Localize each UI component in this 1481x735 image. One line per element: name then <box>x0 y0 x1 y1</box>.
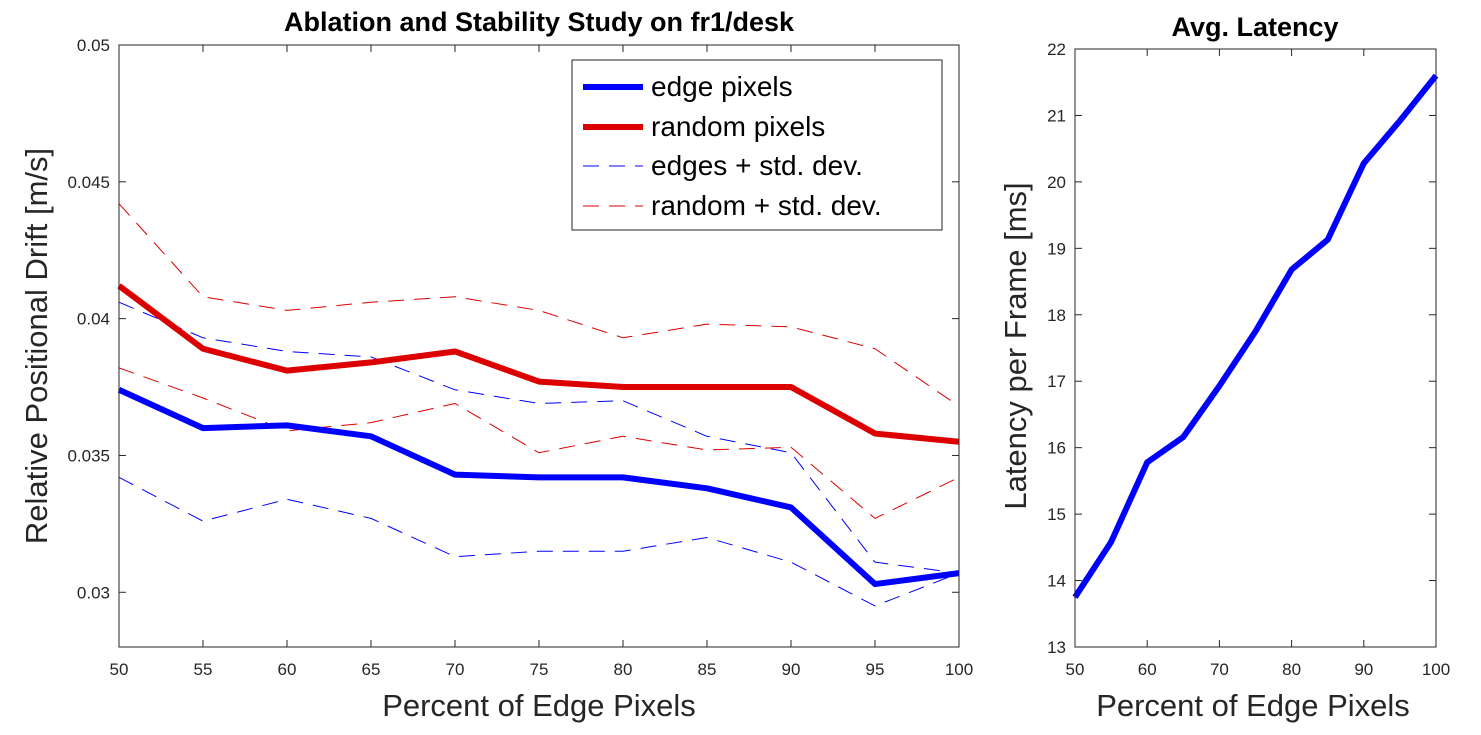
x-tick-label: 50 <box>1066 660 1085 679</box>
chart-title: Avg. Latency <box>1171 12 1338 42</box>
series-line-random-std-dev- <box>118 203 960 407</box>
y-tick-label: 18 <box>1047 306 1066 325</box>
x-tick-label: 80 <box>1282 660 1301 679</box>
y-tick-label: 15 <box>1047 505 1066 524</box>
y-tick-label: 0.05 <box>77 36 110 55</box>
y-tick-label: 21 <box>1047 106 1066 125</box>
latency-series-group <box>1072 73 1439 599</box>
x-tick-labels: 50 60 70 80 90 100 <box>1066 660 1451 679</box>
plot-frame <box>1074 48 1437 648</box>
x-tick-label: 100 <box>945 660 973 679</box>
x-tick-label: 100 <box>1422 660 1450 679</box>
y-tick-label: 13 <box>1047 638 1066 657</box>
x-tick-label: 60 <box>278 660 297 679</box>
x-tick-label: 60 <box>1138 660 1157 679</box>
x-tick-label: 85 <box>698 660 717 679</box>
series-line-edge-pixels <box>117 387 960 588</box>
x-tick-label: 55 <box>194 660 213 679</box>
legend: edge pixels random pixels edges + std. d… <box>571 59 943 231</box>
legend-label-edge-pixels: edge pixels <box>651 71 793 102</box>
x-tick-labels: 50 55 60 65 70 75 80 85 90 95 100 <box>110 660 974 679</box>
x-tick-label: 70 <box>446 660 465 679</box>
legend-label-random-pixels: random pixels <box>651 111 825 142</box>
x-tick-label: 90 <box>1354 660 1373 679</box>
drift-chart: 50 55 60 65 70 75 80 85 90 95 100 0.030.0350.040.0… <box>19 7 973 723</box>
y-tick-label: 0.04 <box>77 310 110 329</box>
y-axis-label: Relative Positional Drift [m/s] <box>19 148 54 544</box>
series-line-random-pixels <box>117 283 960 445</box>
y-tick-label: 16 <box>1047 439 1066 458</box>
x-tick-label: 65 <box>362 660 381 679</box>
x-axis-label: Percent of Edge Pixels <box>1096 688 1410 723</box>
y-tick-label: 19 <box>1047 239 1066 258</box>
chart-title: Ablation and Stability Study on fr1/desk <box>284 7 795 37</box>
y-tick-label: 0.035 <box>67 446 110 465</box>
series-line-edges-std-dev- <box>118 301 960 574</box>
x-tick-label: 70 <box>1210 660 1229 679</box>
y-tick-label: 20 <box>1047 173 1066 192</box>
y-tick-labels: 0.03 0.035 0.04 0.045 0.05 <box>67 36 110 602</box>
y-tick-labels: 13 14 15 16 17 18 19 20 21 22 <box>1047 40 1066 657</box>
y-tick-label: 14 <box>1047 572 1066 591</box>
y-tick-label: 22 <box>1047 40 1066 59</box>
x-tick-label: 90 <box>782 660 801 679</box>
drift-series-group <box>117 203 960 607</box>
series-line-std-dev-lower-5 <box>118 367 960 519</box>
x-tick-label: 95 <box>866 660 885 679</box>
legend-label-edges-std: edges + std. dev. <box>651 150 863 181</box>
series-line-latency <box>1072 73 1439 599</box>
y-axis-label: Latency per Frame [ms] <box>998 182 1033 509</box>
series-line-std-dev-lower-3 <box>118 476 960 607</box>
y-tick-label: 0.045 <box>67 173 110 192</box>
latency-chart: 50 60 70 80 90 100 13 14 15 16 17 18 19 20 21 22 Avg. … <box>998 12 1450 723</box>
y-tick-label: 17 <box>1047 372 1066 391</box>
y-tick-label: 0.03 <box>77 583 110 602</box>
x-axis-label: Percent of Edge Pixels <box>382 688 696 723</box>
tick-marks <box>1074 48 1437 648</box>
legend-label-random-std: random + std. dev. <box>651 190 882 221</box>
x-tick-label: 50 <box>110 660 129 679</box>
x-tick-label: 80 <box>614 660 633 679</box>
x-tick-label: 75 <box>530 660 549 679</box>
tick-marks <box>118 44 960 647</box>
